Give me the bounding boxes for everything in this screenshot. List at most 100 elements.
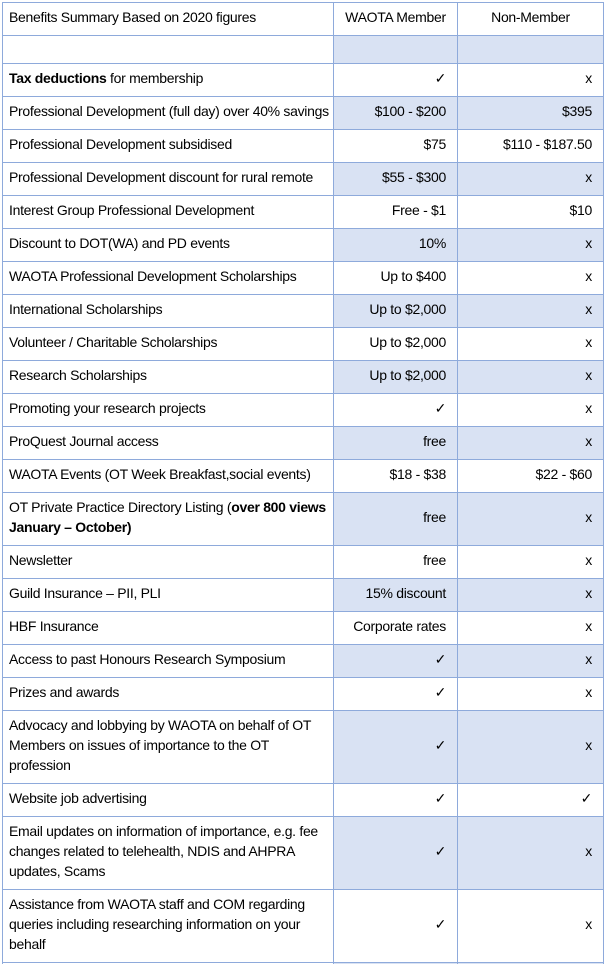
nonmember-value-cell: x — [457, 677, 604, 711]
benefit-label-cell: International Scholarships — [2, 294, 334, 328]
benefit-label-cell — [2, 35, 334, 64]
nonmember-value-cell — [457, 962, 604, 964]
benefit-label-cell: Research Scholarships — [2, 360, 334, 394]
benefit-label-cell: Professional Development (full day) over… — [2, 96, 334, 130]
table-row: Tax deductions for membership ✓ x — [2, 63, 604, 97]
benefit-label-text: Professional Development subsidised — [9, 136, 232, 152]
table-row: Interest Group Professional Development F… — [2, 195, 604, 229]
benefit-label-text: Assistance from WAOTA staff and COM rega… — [9, 896, 305, 952]
table-row: OT Private Practice Directory Listing (o… — [2, 492, 604, 546]
member-value-cell: ✓ — [333, 816, 458, 890]
benefit-label-cell: Professional Development discount for ru… — [2, 162, 334, 196]
benefit-label-cell: HBF Insurance — [2, 611, 334, 645]
nonmember-value-cell: $110 - $187.50 — [457, 129, 604, 163]
member-value-cell: free — [333, 492, 458, 546]
benefit-label-text: Volunteer / Charitable Scholarships — [9, 334, 218, 350]
nonmember-value-cell — [457, 35, 604, 64]
header-benefits-summary: Benefits Summary Based on 2020 figures — [2, 2, 334, 36]
nonmember-value-cell: x — [457, 578, 604, 612]
table-row: Promoting your research projects ✓ x — [2, 393, 604, 427]
benefit-label-text: International Scholarships — [9, 301, 163, 317]
nonmember-value-cell: x — [457, 545, 604, 579]
nonmember-value-cell: x — [457, 492, 604, 546]
nonmember-value-cell: $395 — [457, 96, 604, 130]
benefit-label-text: Email updates on information of importan… — [9, 823, 318, 879]
table-row: Volunteer / Charitable Scholarships Up to… — [2, 327, 604, 361]
nonmember-value-cell: $22 - $60 — [457, 459, 604, 493]
table-row: Email updates on information of importan… — [2, 816, 604, 890]
member-value-cell: ✓ — [333, 644, 458, 678]
table-row: Guild Insurance – PII, PLI 15% discount x — [2, 578, 604, 612]
benefit-label-cell: WAOTA Events (OT Week Breakfast,social e… — [2, 459, 334, 493]
benefit-label-cell: OT Private Practice Directory Listing (o… — [2, 492, 334, 546]
header-non-member: Non-Member — [457, 2, 604, 36]
nonmember-value-cell: x — [457, 889, 604, 963]
nonmember-value-cell: x — [457, 228, 604, 262]
benefit-label-cell: Interest Group Professional Development — [2, 195, 334, 229]
member-value-cell: ✓ — [333, 393, 458, 427]
nonmember-value-cell: $10 — [457, 195, 604, 229]
benefit-label-cell: Guild Insurance – PII, PLI — [2, 578, 334, 612]
nonmember-value-cell: x — [457, 710, 604, 784]
benefit-label-text: Access to past Honours Research Symposiu… — [9, 651, 286, 667]
member-value-cell: ✓ — [333, 889, 458, 963]
member-value-cell: $18 - $38 — [333, 459, 458, 493]
benefit-label-text: Advocacy and lobbying by WAOTA on behalf… — [9, 717, 311, 773]
table-row: Website job advertising ✓ ✓ — [2, 783, 604, 817]
nonmember-value-cell: x — [457, 327, 604, 361]
benefit-label-text: HBF Insurance — [9, 618, 99, 634]
table-row: Assistance from WAOTA staff and COM rega… — [2, 889, 604, 963]
member-value-cell — [333, 35, 458, 64]
benefit-label-cell: Email updates on information of importan… — [2, 816, 334, 890]
header-row: Benefits Summary Based on 2020 figures W… — [2, 2, 604, 36]
benefit-label-text: Website job advertising — [9, 790, 147, 806]
benefit-label-cell: Website job advertising — [2, 783, 334, 817]
benefit-label-text: Newsletter — [9, 552, 73, 568]
benefit-label-cell: Access to past Honours Research Symposiu… — [2, 644, 334, 678]
table-row: Prizes and awards ✓ x — [2, 677, 604, 711]
table-row: WAOTA Professional Development Scholarsh… — [2, 261, 604, 295]
benefit-label-cell: Volunteer / Charitable Scholarships — [2, 327, 334, 361]
member-value-cell: ✓ — [333, 783, 458, 817]
nonmember-value-cell: x — [457, 393, 604, 427]
nonmember-value-cell: x — [457, 816, 604, 890]
member-value-cell: $100 - $200 — [333, 96, 458, 130]
member-value-cell: ✓ — [333, 677, 458, 711]
member-value-cell: ✓ — [333, 63, 458, 97]
member-value-cell: Free - $1 — [333, 195, 458, 229]
nonmember-value-cell: x — [457, 426, 604, 460]
member-value-cell: Up to $2,000 — [333, 327, 458, 361]
benefit-label-text: Promoting your research projects — [9, 400, 206, 416]
benefit-label-text: for membership — [106, 70, 204, 86]
table-row: Discount to DOT(WA) and PD events 10% x — [2, 228, 604, 262]
table-row: Professional Development subsidised $75 $1… — [2, 129, 604, 163]
member-value-cell: $75 — [333, 129, 458, 163]
nonmember-value-cell: ✓ — [457, 783, 604, 817]
table-row: WAOTA Events (OT Week Breakfast,social e… — [2, 459, 604, 493]
table-row: International Scholarships Up to $2,000 x — [2, 294, 604, 328]
member-value-cell: 10% — [333, 228, 458, 262]
table-row — [2, 35, 604, 64]
benefit-label-text: Professional Development discount for ru… — [9, 169, 314, 185]
benefit-label-text: Professional Development (full day) over… — [9, 103, 329, 119]
benefit-label-text: WAOTA Events (OT Week Breakfast,social e… — [9, 466, 311, 482]
benefit-label-text: Research Scholarships — [9, 367, 147, 383]
member-value-cell: free — [333, 426, 458, 460]
nonmember-value-cell: x — [457, 644, 604, 678]
benefit-label-cell: Prizes and awards — [2, 677, 334, 711]
member-value-cell: Up to $400 — [333, 261, 458, 295]
table-row: Advocacy and lobbying by WAOTA on behalf… — [2, 710, 604, 784]
benefit-label-text: ProQuest Journal access — [9, 433, 159, 449]
member-value-cell: ✓ — [333, 710, 458, 784]
benefit-label-cell: ProQuest Journal access — [2, 426, 334, 460]
benefit-label-cell: Discount to DOT(WA) and PD events — [2, 228, 334, 262]
table-row: HBF Insurance Corporate rates x — [2, 611, 604, 645]
member-value-cell: Up to $2,000 — [333, 360, 458, 394]
table-row: ProQuest Journal access free x — [2, 426, 604, 460]
member-value-cell: Corporate rates — [333, 611, 458, 645]
benefit-label-text: OT Private Practice Directory Listing ( — [9, 499, 232, 515]
table-row: Professional Development (full day) over… — [2, 96, 604, 130]
table-row: Professional Development discount for ru… — [2, 162, 604, 196]
